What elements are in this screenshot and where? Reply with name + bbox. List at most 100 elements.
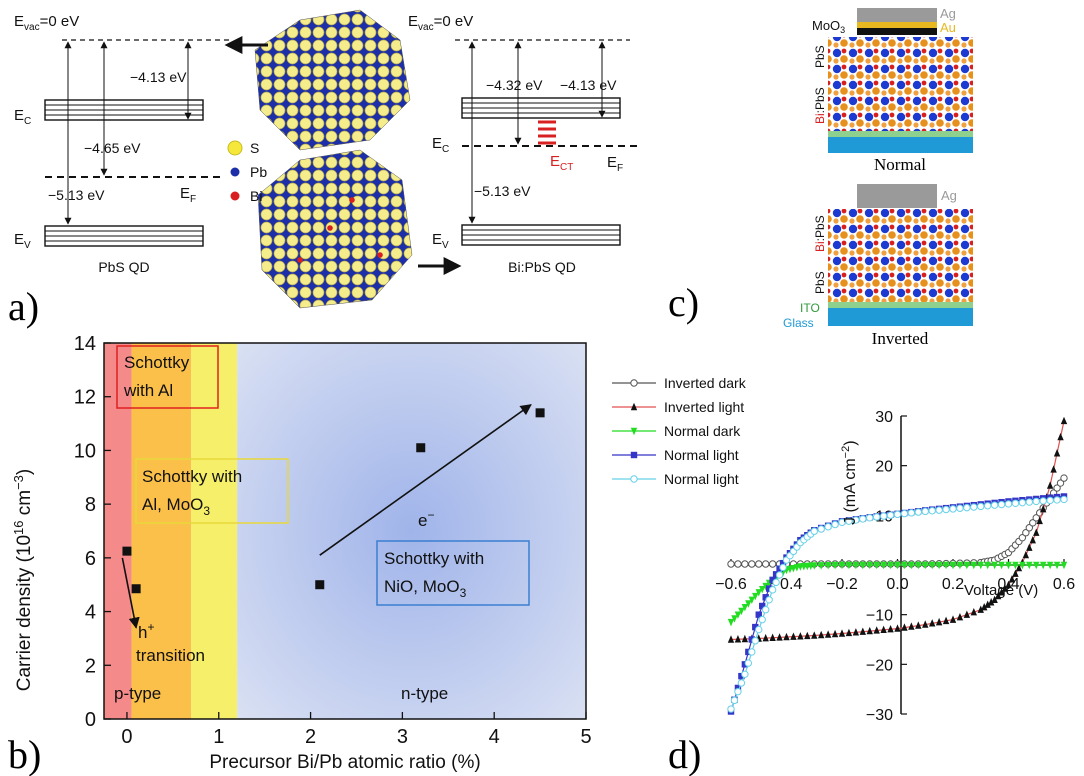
series-marker [991, 561, 998, 570]
series-marker [810, 527, 818, 535]
series-marker [987, 598, 995, 606]
region-3 [237, 343, 586, 719]
series-marker [949, 561, 957, 570]
ef-energy-value-right: −4.32 eV [486, 77, 543, 93]
series-marker [956, 561, 964, 570]
ytick-label: 0 [85, 709, 96, 731]
series-marker [907, 509, 916, 517]
series-marker [1039, 497, 1047, 505]
series-marker [866, 514, 874, 522]
series-marker [963, 503, 971, 512]
legend-pb-label: Pb [250, 164, 267, 180]
d-ytick-label: −30 [866, 707, 893, 724]
panel-b-arrows [121, 404, 532, 629]
conduction-band [44, 99, 204, 121]
series-marker [772, 578, 780, 587]
series-marker [727, 635, 735, 643]
ec-label: EC [14, 107, 31, 127]
ef-energy-value: −4.65 eV [84, 140, 141, 156]
pbs-quantum-dot [254, 9, 411, 151]
series-marker [963, 610, 971, 618]
normal-moo3-label: MoO3 [812, 18, 845, 35]
series-marker [1050, 465, 1057, 473]
series-marker [734, 687, 742, 696]
series-marker [928, 507, 936, 515]
d-xtick-label: −0.6 [715, 576, 747, 593]
series-marker [817, 562, 825, 570]
series-marker [1046, 481, 1054, 489]
ptype-label: p-type [114, 684, 161, 703]
series-marker [831, 629, 839, 638]
series-marker [991, 595, 998, 603]
hplus-label: h+ [138, 620, 154, 642]
series-3 [727, 493, 1068, 715]
ev-label: EV [14, 231, 31, 251]
data-point [131, 584, 141, 594]
ev-label-right: EV [432, 231, 449, 251]
series-marker [970, 503, 978, 511]
series-marker [998, 561, 1005, 570]
ytick-label: 12 [74, 387, 96, 409]
series-marker [1039, 504, 1047, 513]
series-marker [776, 633, 783, 641]
panel-b-annotations: Schottky with Al Schottky with Al, MoO3 … [114, 345, 530, 703]
schottky-al-line1: Schottky [124, 353, 190, 372]
series-marker [744, 659, 753, 667]
legend-bi-label: Bi [250, 188, 262, 204]
series-marker [1056, 479, 1065, 487]
series-marker [1029, 535, 1036, 544]
series-marker [752, 623, 759, 631]
series-marker [901, 623, 908, 631]
xtick-label: 0 [121, 726, 132, 748]
series-marker [838, 629, 846, 637]
ytick-label: 2 [85, 655, 96, 677]
schottky-al-line2: with Al [123, 381, 173, 400]
series-marker [759, 602, 766, 610]
carrier-density-points [122, 408, 545, 594]
series-marker [1046, 496, 1054, 505]
series-marker [817, 630, 825, 639]
series-marker [852, 516, 860, 524]
series-marker [886, 511, 895, 519]
series-marker [887, 624, 894, 633]
panel-d-label: d) [668, 732, 701, 776]
legend-label: Normal light [664, 471, 739, 487]
series-marker [1036, 516, 1043, 525]
series-marker [630, 451, 638, 459]
legend-label: Inverted light [664, 399, 744, 415]
inverted-bipbs-label: Bi:PbS [813, 215, 827, 252]
series-marker [928, 619, 936, 627]
series-marker [873, 626, 880, 634]
normal-au-layer [857, 22, 937, 28]
series-marker [755, 611, 762, 618]
ev-energy-value-right: −5.13 eV [474, 183, 531, 199]
series-marker [779, 559, 787, 567]
series-marker [894, 561, 901, 570]
series-marker [994, 591, 1002, 600]
series-marker [1060, 474, 1068, 482]
schottky-al-box [116, 345, 219, 409]
d-xtick-label: 0.0 [886, 576, 908, 593]
series-marker [1004, 500, 1013, 508]
xtick-label: 5 [580, 726, 591, 748]
eminus-label: e− [418, 508, 434, 530]
valence-band-right [461, 224, 621, 246]
series-marker [942, 505, 950, 514]
pbs-band-diagram: Evac=0 eV EC EF EV −4.13 eV −4.65 eV [14, 13, 232, 275]
series-marker [1012, 561, 1019, 570]
series-marker [1008, 575, 1016, 583]
inverted-pbs-label: PbS [813, 271, 827, 294]
series-marker [741, 560, 749, 568]
series-marker [970, 607, 978, 616]
series-marker [990, 501, 999, 509]
inverted-ag-label: Ag [941, 188, 957, 203]
series-marker [738, 607, 745, 616]
series-marker [727, 618, 735, 627]
series-marker [804, 631, 811, 640]
series-marker [1033, 561, 1040, 570]
inverted-device-stack: Ag Bi:PbS PbS ITO Glass Inverted [783, 184, 973, 348]
ytick-label: 6 [85, 548, 96, 570]
series-marker [984, 561, 991, 570]
inverted-glass-layer [828, 308, 973, 326]
series-marker [811, 562, 818, 570]
